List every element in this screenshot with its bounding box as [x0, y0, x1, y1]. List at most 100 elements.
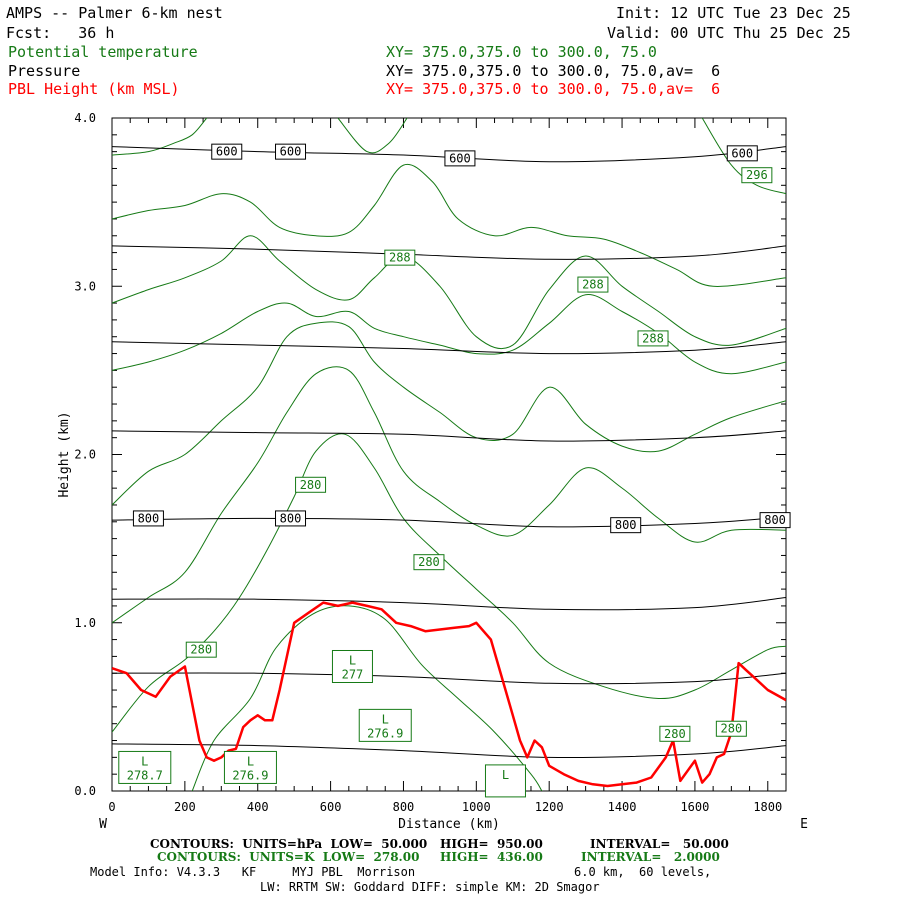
theta-label: 280	[190, 643, 212, 657]
theta-label-box	[637, 330, 669, 347]
theta-label-box	[715, 720, 747, 737]
theta-contours	[112, 118, 786, 791]
low-marker-value: 277	[342, 667, 364, 681]
xsection-3: XY= 375.0,375.0 to 300.0, 75.0,av= 6	[386, 80, 721, 98]
pressure-label-box	[211, 143, 243, 160]
axis-labels: 0 200 400 600 800 1000 1200 1400 1600 1800 0.0 1.0 2…	[57, 111, 808, 832]
theta-label: 280	[721, 722, 743, 736]
low-marker-letter: L	[349, 653, 356, 667]
low-marker-box	[358, 708, 412, 742]
low-marker-letter: L	[247, 754, 254, 768]
theta-label: 288	[642, 331, 664, 345]
x-tick-label: 1400	[608, 800, 637, 814]
theta-contour-282	[112, 366, 786, 624]
footer-model-info: Model Info: V4.3.3 KF MYJ PBL Morrison	[90, 865, 416, 879]
pressure-label-box	[759, 512, 791, 529]
y-tick-label: 2.0	[74, 448, 96, 462]
theta-label-box	[741, 167, 773, 184]
theta-label-box	[577, 276, 609, 293]
x-tick-label: 1000	[462, 800, 491, 814]
x-tick-label: 0	[108, 800, 115, 814]
xsection-1: XY= 375.0,375.0 to 300.0, 75.0	[386, 43, 657, 61]
low-marker-value: 278.7	[127, 768, 163, 782]
theta-contour-290	[112, 163, 786, 287]
theta-contour-292	[112, 118, 208, 156]
x-tick-label: 600	[320, 800, 342, 814]
footer-contours-k-high: HIGH= 436.00	[440, 850, 543, 864]
theta-contour-286	[112, 294, 786, 375]
x-tick-label: 1200	[535, 800, 564, 814]
theta-label: 296	[746, 168, 768, 182]
footer-grid-info: 6.0 km, 60 levels,	[574, 865, 712, 879]
y-tick-label: 1.0	[74, 616, 96, 630]
theta-label: 280	[664, 727, 686, 741]
pressure-label-box	[444, 150, 476, 167]
footer-physics-info: LW: RRTM SW: Goddard DIFF: simple KM: 2D…	[260, 880, 600, 894]
theta-label-box	[659, 725, 691, 742]
pressure-label: 600	[280, 145, 302, 159]
field-potential-temperature: Potential temperature	[8, 43, 198, 61]
pressure-contour-750	[112, 430, 786, 442]
pressure-label-box	[275, 510, 307, 527]
field-pressure: Pressure	[8, 62, 81, 80]
theta-contour-278	[191, 605, 543, 791]
pressure-label: 600	[731, 146, 753, 160]
west-label: W	[99, 817, 107, 832]
theta-contour-294	[337, 118, 408, 154]
model-title: AMPS -- Palmer 6-km nest	[6, 4, 223, 22]
low-marker-box	[484, 764, 526, 798]
pressure-label-box	[132, 510, 164, 527]
pressure-label-box	[610, 517, 642, 534]
y-axis-title: Height (km)	[57, 411, 72, 497]
init-time: Init: 12 UTC Tue 23 Dec 25	[616, 4, 851, 22]
theta-label: 288	[582, 278, 604, 292]
low-marker-box	[118, 750, 172, 784]
valid-time: Valid: 00 UTC Thu 25 Dec 25	[607, 24, 851, 42]
y-tick-label: 0.0	[74, 784, 96, 798]
theta-label-box	[384, 249, 416, 266]
theta-contour-288	[112, 235, 786, 349]
theta-contour-280	[112, 433, 786, 733]
pressure-contour-850	[112, 597, 786, 611]
low-marker-box	[223, 750, 277, 784]
theta-label: 280	[300, 478, 322, 492]
pressure-label-box	[275, 143, 307, 160]
pressure-contour-650	[112, 245, 786, 260]
x-tick-label: 1800	[753, 800, 782, 814]
low-marker-letter: L	[141, 754, 148, 768]
x-axis-title: Distance (km)	[398, 817, 500, 832]
footer-contours-hpa-high: HIGH= 950.00	[440, 837, 543, 851]
x-tick-label: 1600	[680, 800, 709, 814]
forecast-hour: Fcst: 36 h	[6, 24, 115, 42]
field-pbl-height: PBL Height (km MSL)	[8, 80, 180, 98]
theta-label-box	[413, 554, 445, 571]
low-marker-value: 276.9	[367, 726, 403, 740]
y-tick-label: 4.0	[74, 111, 96, 125]
x-tick-label: 200	[174, 800, 196, 814]
east-label: E	[800, 817, 808, 832]
low-marker-letter: L	[382, 712, 389, 726]
pressure-contours	[112, 146, 786, 758]
pbl-height-line	[112, 601, 786, 788]
pressure-label: 800	[280, 511, 302, 525]
low-marker-value: 276.9	[232, 768, 268, 782]
pressure-label: 800	[615, 518, 637, 532]
theta-contour-284	[112, 321, 786, 506]
pressure-label: 800	[764, 513, 786, 527]
pressure-contour-950	[112, 743, 786, 758]
pressure-label: 600	[449, 151, 471, 165]
theta-label: 288	[389, 251, 411, 265]
low-marker-letter: L	[502, 768, 509, 782]
pressure-label: 800	[138, 511, 160, 525]
pressure-contour-800	[112, 516, 786, 528]
x-tick-label: 800	[393, 800, 415, 814]
pbl-height-series	[112, 601, 786, 788]
pressure-label-box	[726, 145, 758, 162]
pressure-contour-900	[112, 672, 786, 685]
xsection-2: XY= 375.0,375.0 to 300.0, 75.0,av= 6	[386, 62, 721, 80]
axis-ticks	[111, 117, 787, 792]
contour-labels: 600 600 600 600 800 800 800 800 296 288 288 288 280 2…	[132, 143, 791, 742]
pressure-label: 600	[216, 145, 238, 159]
